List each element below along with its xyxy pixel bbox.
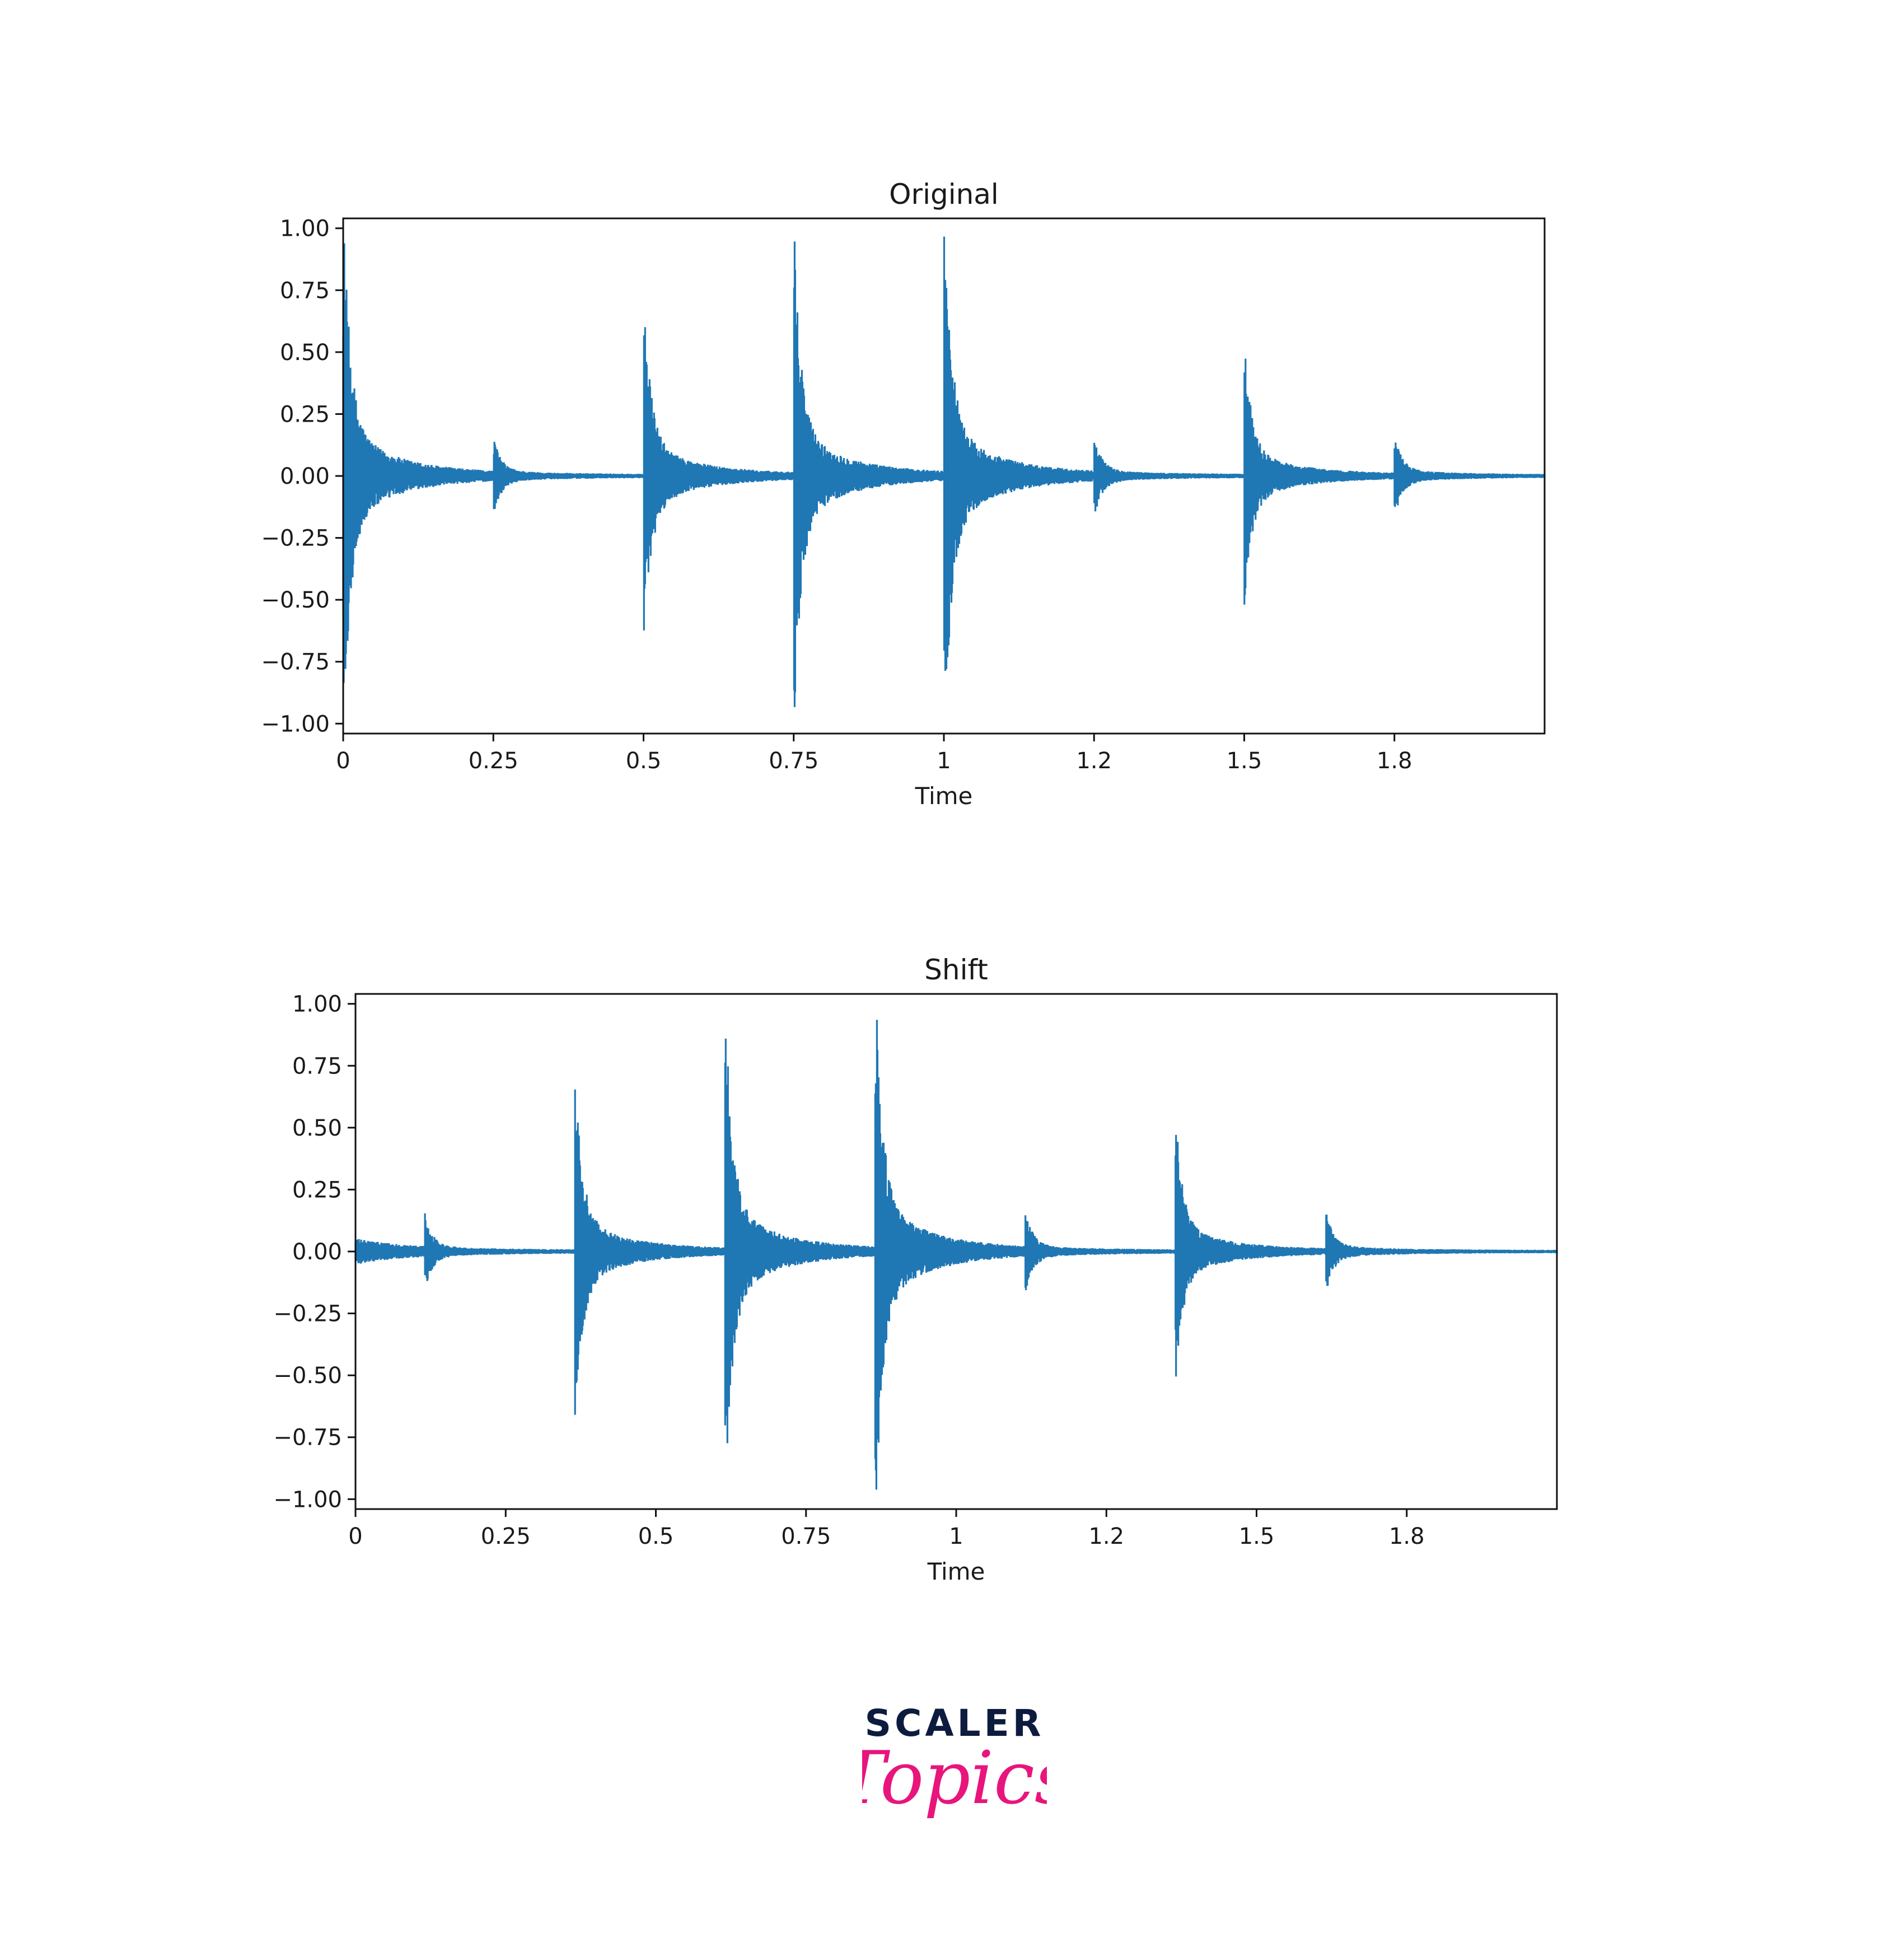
y-tick-label: 0.50 — [292, 1115, 342, 1141]
x-tick-label: 1 — [937, 748, 951, 774]
x-tick-label: 0.25 — [469, 748, 518, 774]
x-axis-label: Time — [927, 1558, 985, 1585]
x-axis: 0 0.25 0.5 0.75 1 1.2 1.5 1.8 — [336, 734, 1412, 774]
y-tick-label: −0.50 — [261, 587, 330, 613]
chart-title: Original — [889, 178, 999, 211]
x-tick-label: 1.8 — [1377, 748, 1412, 774]
x-tick-label: 0.75 — [769, 748, 818, 774]
y-tick-label: −1.00 — [273, 1487, 342, 1512]
x-tick-label: 1.5 — [1227, 748, 1262, 774]
y-axis: 1.00 0.75 0.50 0.25 0.00 −0.25 −0.50 −0.75 −1.00 — [273, 992, 355, 1512]
chart-shift: Shift 1.000.750.500.250.00−0.25−0.50−0.7… — [273, 954, 1558, 1585]
waveform-series — [342, 236, 1546, 707]
y-tick-label: 0.50 — [280, 340, 330, 366]
x-tick-label: 0 — [336, 748, 350, 774]
x-tick-label: 1.5 — [1239, 1524, 1275, 1549]
x-tick-label: 1 — [949, 1524, 963, 1549]
y-tick-label: 0.00 — [280, 464, 330, 489]
x-tick-label: 0.5 — [638, 1524, 674, 1549]
x-tick-label: 1.8 — [1389, 1524, 1425, 1549]
x-tick-label: 0.5 — [626, 748, 662, 774]
chart-original: Original 1.000.750.500.250.00−0.25−0.50−… — [261, 178, 1546, 810]
x-tick-label: 0.75 — [781, 1524, 831, 1549]
y-tick-label: 0.25 — [292, 1177, 342, 1203]
y-tick-label: 0.75 — [280, 278, 330, 303]
y-tick-label: 0.75 — [292, 1053, 342, 1079]
x-tick-label: 0.25 — [481, 1524, 531, 1549]
x-tick-label: 1.2 — [1088, 1524, 1124, 1549]
y-tick-label: 1.00 — [292, 992, 342, 1017]
x-axis-label: Time — [915, 782, 973, 810]
y-tick-label: −0.75 — [273, 1425, 342, 1451]
waveform-layer — [354, 1020, 1558, 1490]
y-axis: 1.00 0.75 0.50 0.25 0.00 −0.25 −0.50 −0.75 −1.00 — [261, 216, 343, 737]
chart-title: Shift — [924, 954, 988, 986]
waveform-layer — [342, 236, 1546, 707]
y-tick-label: −1.00 — [261, 711, 330, 737]
y-tick-label: 1.00 — [280, 216, 330, 242]
y-tick-label: −0.50 — [273, 1363, 342, 1389]
x-axis: 0 0.25 0.5 0.75 1 1.2 1.5 1.8 — [348, 1509, 1425, 1549]
y-tick-label: 0.25 — [280, 401, 330, 427]
x-tick-label: 1.2 — [1076, 748, 1112, 774]
logo-wordmark: SCALER — [864, 1702, 1044, 1745]
waveform-series — [354, 1020, 1558, 1490]
logo-script: Topics — [862, 1735, 1047, 1820]
y-tick-label: −0.75 — [261, 650, 330, 675]
scaler-topics-logo: SCALER Topics — [862, 1702, 1047, 1820]
y-tick-label: −0.25 — [261, 526, 330, 552]
x-tick-label: 0 — [348, 1524, 362, 1549]
y-tick-label: −0.25 — [273, 1301, 342, 1327]
y-tick-label: 0.00 — [292, 1239, 342, 1265]
